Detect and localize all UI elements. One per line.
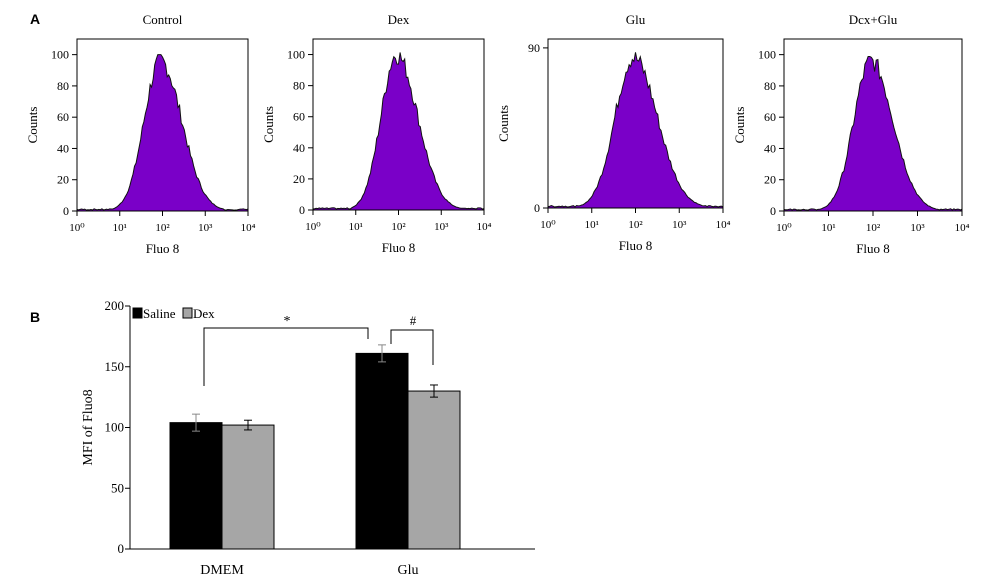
histogram-area bbox=[547, 52, 724, 209]
x-axis-label: Fluo 8 bbox=[856, 241, 890, 256]
histogram-title: Dex bbox=[388, 12, 410, 27]
y-axis-label: Counts bbox=[261, 106, 276, 143]
histogram-area bbox=[76, 54, 249, 212]
x-axis-label: Fluo 8 bbox=[619, 238, 653, 253]
legend-label: Dex bbox=[193, 306, 215, 321]
x-axis-label: Fluo 8 bbox=[146, 241, 180, 256]
histogram-1: 0 20 40 60 80 100 10⁰ 10¹ 10² 10³ 10⁴ Dex Fluo 8 Coun… bbox=[261, 12, 492, 255]
y-tick-label: 20 bbox=[57, 173, 69, 187]
significance-bracket-hash bbox=[390, 329, 434, 365]
histogram-3: 0 20 40 60 80 100 10⁰ 10¹ 10² 10³ 10⁴ Dcx+Glu Fluo 8… bbox=[732, 12, 970, 256]
bar-saline-dmem bbox=[169, 422, 223, 550]
x-tick-label: 10² bbox=[628, 219, 643, 231]
y-tick-label: 80 bbox=[57, 79, 69, 93]
histogram-title: Control bbox=[143, 12, 183, 27]
x-tick-label: 10² bbox=[155, 222, 170, 234]
y-tick-label: 0 bbox=[770, 204, 776, 218]
y-tick-label: 0 bbox=[118, 541, 125, 556]
x-tick-label: 10³ bbox=[198, 222, 213, 234]
x-tick-label: 10¹ bbox=[821, 222, 835, 234]
x-tick-label: 10⁰ bbox=[305, 221, 321, 233]
y-tick-label: 20 bbox=[764, 173, 776, 187]
y-axis-label: Counts bbox=[732, 107, 747, 144]
y-tick-label: 90 bbox=[528, 41, 540, 55]
y-axis-label: Counts bbox=[25, 107, 40, 144]
mfi-bar-chart: 0 50 100 150 200 MFI of Fluo8 DMEM Glu Saline Dex… bbox=[81, 298, 535, 578]
y-tick-label: 0 bbox=[63, 204, 69, 218]
y-tick-label: 40 bbox=[764, 141, 776, 155]
y-tick-label: 100 bbox=[105, 420, 125, 435]
x-tick-label: 10³ bbox=[434, 221, 449, 233]
y-tick-label: 80 bbox=[293, 79, 305, 93]
x-tick-label: 10² bbox=[866, 222, 881, 234]
x-tick-label: 10³ bbox=[672, 219, 687, 231]
histogram-panels: 0 20 40 60 80 100 10⁰ 10¹ 10² 10³ 10⁴ Control Fluo 8… bbox=[25, 12, 970, 256]
x-tick-label: Glu bbox=[398, 563, 419, 578]
y-axis-label: MFI of Fluo8 bbox=[81, 389, 96, 465]
x-tick-label: 10⁴ bbox=[477, 221, 492, 233]
y-tick-label: 100 bbox=[758, 48, 776, 62]
x-tick-label: 10¹ bbox=[349, 221, 363, 233]
y-tick-label: 60 bbox=[57, 110, 69, 124]
x-tick-label: 10⁰ bbox=[69, 222, 85, 234]
legend-swatch bbox=[132, 307, 143, 319]
x-tick-label: 10⁴ bbox=[955, 222, 970, 234]
bar-dex-glu bbox=[407, 390, 461, 550]
y-tick-label: 150 bbox=[105, 359, 125, 374]
histogram-0: 0 20 40 60 80 100 10⁰ 10¹ 10² 10³ 10⁴ Control Fluo 8… bbox=[25, 12, 256, 256]
x-tick-label: 10⁴ bbox=[716, 219, 731, 231]
y-tick-label: 40 bbox=[57, 141, 69, 155]
significance-star: * bbox=[284, 314, 291, 329]
bar-saline-glu bbox=[355, 352, 409, 550]
y-tick-label: 40 bbox=[293, 141, 305, 155]
y-tick-label: 200 bbox=[105, 298, 125, 313]
y-tick-label: 60 bbox=[293, 110, 305, 124]
x-tick-label: DMEM bbox=[200, 563, 244, 578]
histogram-2: 0 90 10⁰ 10¹ 10² 10³ 10⁴ Glu Fluo 8 Counts bbox=[496, 12, 731, 253]
y-axis-label: Counts bbox=[496, 105, 511, 142]
bar-dex-dmem bbox=[221, 424, 275, 550]
histogram-area bbox=[312, 52, 485, 211]
significance-hash: # bbox=[410, 313, 417, 328]
y-tick-label: 100 bbox=[287, 48, 305, 62]
y-tick-label: 50 bbox=[111, 480, 124, 495]
x-tick-label: 10⁰ bbox=[776, 222, 792, 234]
panel-b-label: B bbox=[30, 309, 40, 325]
histogram-title: Dcx+Glu bbox=[849, 12, 898, 27]
y-tick-label: 80 bbox=[764, 79, 776, 93]
y-tick-label: 0 bbox=[299, 203, 305, 217]
x-tick-label: 10⁴ bbox=[241, 222, 256, 234]
y-tick-label: 20 bbox=[293, 172, 305, 186]
histogram-area bbox=[783, 56, 963, 212]
x-tick-label: 10³ bbox=[910, 222, 925, 234]
y-tick-label: 0 bbox=[534, 201, 540, 215]
significance-bracket-star bbox=[203, 327, 369, 386]
x-tick-label: 10¹ bbox=[585, 219, 599, 231]
y-tick-label: 100 bbox=[51, 48, 69, 62]
x-tick-label: 10⁰ bbox=[540, 219, 556, 231]
x-axis-label: Fluo 8 bbox=[382, 240, 416, 255]
y-tick-label: 60 bbox=[764, 110, 776, 124]
histogram-title: Glu bbox=[626, 12, 646, 27]
x-tick-label: 10¹ bbox=[113, 222, 127, 234]
x-tick-label: 10² bbox=[391, 221, 406, 233]
legend-label: Saline bbox=[143, 306, 176, 321]
panel-a-label: A bbox=[30, 11, 40, 27]
legend-swatch bbox=[182, 307, 193, 319]
